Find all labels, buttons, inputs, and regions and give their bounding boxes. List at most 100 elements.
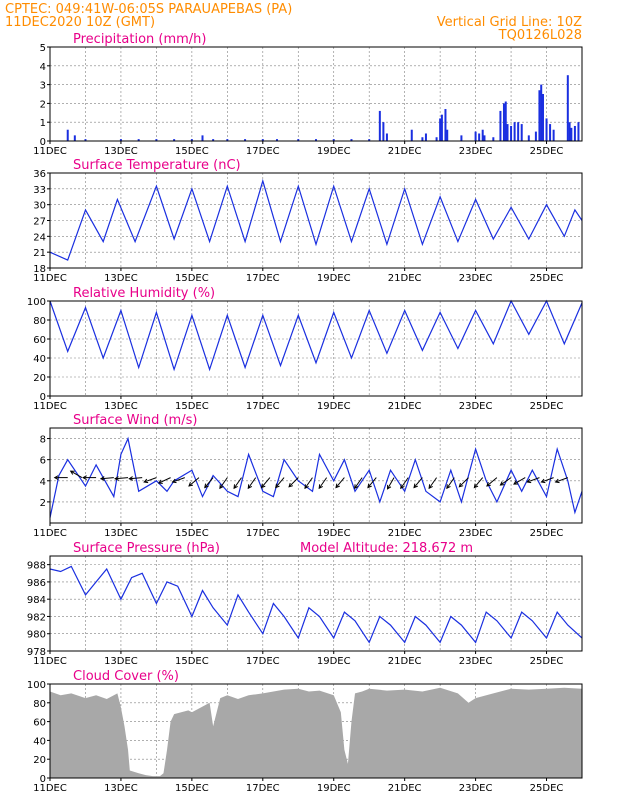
panels-group: 0 1 2 3 4 5 11DEC 13DEC 15DEC 17DEC 19DEC 21DEC 23DE… [27, 32, 583, 794]
wind-arrow-shaft [204, 477, 214, 488]
wind-arrow-head [367, 483, 372, 489]
panel-4-title: Surface Pressure (hPa) [73, 541, 220, 556]
panel-5-xtick-label: 25DEC [530, 783, 564, 794]
panel-4-ytick-label: 980 [27, 630, 46, 641]
wind-arrow-head [99, 476, 105, 481]
cloud-area [50, 687, 582, 778]
wind-arrow-head [354, 484, 359, 490]
header-station: CPTEC: 049:41W-06:05S PARAUAPEBAS (PA) [5, 2, 292, 17]
precip-bar [577, 122, 580, 141]
precip-bar [440, 114, 443, 141]
panel-1-ytick-label: 33 [33, 185, 46, 196]
wind-arrow-head [128, 476, 134, 481]
precip-bar [534, 131, 537, 141]
panel-5-xtick-label: 21DEC [388, 783, 422, 794]
panel-3-xtick-label: 23DEC [459, 528, 493, 539]
panel-4-xtick-label: 23DEC [459, 656, 493, 667]
panel-3-xtick-label: 21DEC [388, 528, 422, 539]
panel-5-xtick-label: 17DEC [246, 783, 280, 794]
panel-1-xtick-label: 17DEC [246, 273, 280, 284]
header-model: TQ0126L028 [498, 28, 582, 43]
precip-bar [137, 139, 140, 141]
panel-4-xtick-label: 19DEC [317, 656, 351, 667]
precip-bar [506, 124, 509, 141]
wind-arrow-head [204, 483, 209, 489]
panel-2-xtick-label: 15DEC [175, 401, 209, 412]
precip-bar [545, 118, 548, 141]
precip-bar [460, 135, 463, 141]
panel-1-xtick-label: 13DEC [104, 273, 138, 284]
panel-0-xtick-label: 17DEC [246, 146, 280, 157]
wind-arrow-shaft [304, 477, 313, 489]
wind-arrow-shaft [275, 477, 285, 488]
panel-3-xtick-label: 13DEC [104, 528, 138, 539]
wind-arrow-shaft [115, 477, 129, 480]
panel-2-ytick-label: 80 [33, 316, 46, 327]
panel-4-ytick-label: 982 [27, 612, 46, 623]
wind-arrow-shaft [100, 477, 114, 480]
panel-4-xtick-label: 21DEC [388, 656, 422, 667]
wind-arrow-head [526, 478, 532, 484]
precip-bar [350, 139, 353, 141]
panel-0-xtick-label: 21DEC [388, 146, 422, 157]
precip-bar [421, 137, 424, 141]
panel-0-xtick-label: 19DEC [317, 146, 351, 157]
wind-arrow-head [428, 484, 433, 490]
panel-3-ytick-label: 4 [40, 477, 46, 488]
panel-5-ytick-label: 20 [33, 755, 46, 766]
panel-4-xtick-label: 17DEC [246, 656, 280, 667]
wind-arrow-head [247, 484, 253, 490]
precip-bar [119, 139, 122, 141]
panel-2-xtick-label: 19DEC [317, 401, 351, 412]
wind-arrow-shaft [500, 477, 512, 486]
precip-bar [499, 110, 502, 141]
wind-arrow-head [335, 483, 340, 489]
panel-3-xtick-label: 11DEC [33, 528, 67, 539]
precip-bar [446, 129, 449, 141]
wind-arrow-shaft [541, 477, 554, 483]
wind-arrow-shaft [428, 477, 437, 489]
wind-arrow-shaft [446, 477, 455, 489]
wind-arrow-shaft [261, 477, 271, 488]
wind-arrow-head [82, 475, 87, 480]
precip-bar [435, 137, 438, 141]
wind-arrow-shaft [233, 477, 242, 489]
wind-arrow-shaft [288, 477, 299, 488]
precip-bar [504, 101, 507, 141]
panel-1-xtick-label: 11DEC [33, 273, 67, 284]
wind-arrow-shaft [513, 477, 526, 485]
panel-2-ytick-label: 40 [33, 354, 46, 365]
wind-arrow-head [69, 470, 75, 475]
panel-0-xtick-label: 13DEC [104, 146, 138, 157]
panel-3-ytick-label: 8 [40, 435, 46, 446]
wind-arrow-shaft [172, 477, 185, 483]
series-line-humidity [49, 299, 583, 372]
panel-0-ytick-label: 2 [40, 99, 46, 110]
wind-arrow-head [458, 482, 464, 488]
panel-2-ytick-label: 60 [33, 335, 46, 346]
panel-2-xtick-label: 25DEC [530, 401, 564, 412]
precip-bar [385, 133, 388, 141]
panel-1-xtick-label: 25DEC [530, 273, 564, 284]
panel-3-xtick-label: 17DEC [246, 528, 280, 539]
panel-3-xtick-label: 15DEC [175, 528, 209, 539]
precip-bar [513, 122, 516, 141]
precip-bar [492, 137, 495, 141]
precip-bar [570, 127, 573, 141]
panel-2-xtick-label: 11DEC [33, 401, 67, 412]
panel-2-ytick-label: 100 [27, 297, 46, 308]
panel-4-ytick-label: 988 [27, 561, 46, 572]
wind-arrow-head [499, 481, 505, 486]
panel-1-xtick-label: 15DEC [175, 273, 209, 284]
precip-bar [226, 139, 229, 141]
panel-4-xtick-label: 25DEC [530, 656, 564, 667]
precip-bar [244, 139, 247, 141]
panel-5-xtick-label: 23DEC [459, 783, 493, 794]
panel-1-xtick-label: 19DEC [317, 273, 351, 284]
series-line-wind_speed [49, 436, 583, 518]
wind-arrow-head [413, 483, 418, 489]
panel-0-ytick-label: 1 [40, 118, 46, 129]
panel-5-xtick-label: 19DEC [317, 783, 351, 794]
panel-3-xtick-label: 25DEC [530, 528, 564, 539]
